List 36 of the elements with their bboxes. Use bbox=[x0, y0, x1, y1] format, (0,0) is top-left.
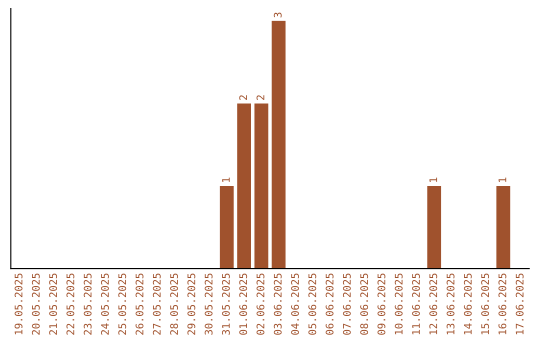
x-tick-label: 08.06.2025 bbox=[360, 274, 368, 335]
x-tick-label: 16.06.2025 bbox=[498, 274, 506, 334]
data-label: 1 bbox=[222, 178, 230, 182]
x-tick-label: 15.06.2025 bbox=[481, 274, 490, 334]
x-tick-label: 13.06.2025 bbox=[446, 274, 454, 334]
data-label: 1 bbox=[429, 178, 438, 182]
x-tick-label: 27.05.2025 bbox=[152, 274, 161, 335]
x-tick-label: 14.06.2025 bbox=[464, 274, 472, 334]
x-tick-label: 28.05.2025 bbox=[170, 274, 178, 335]
x-tick-label: 20.05.2025 bbox=[32, 274, 40, 335]
x-tick-label: 05.06.2025 bbox=[308, 274, 316, 335]
x-tick-label: 03.06.2025 bbox=[274, 274, 282, 335]
x-tick-label: 29.05.2025 bbox=[187, 274, 196, 335]
x-tick-label: 12.06.2025 bbox=[429, 274, 438, 334]
x-tick-label: 02.06.2025 bbox=[256, 274, 264, 335]
data-label: 1 bbox=[498, 178, 506, 182]
x-tick-label: 06.06.2025 bbox=[326, 274, 334, 335]
x-tick-label: 09.06.2025 bbox=[377, 274, 386, 335]
x-tick-label: 24.05.2025 bbox=[101, 274, 109, 335]
x-tick-label: 17.06.2025 bbox=[516, 274, 524, 334]
x-tick-label: 10.06.2025 bbox=[394, 274, 403, 334]
x-tick-label: 23.05.2025 bbox=[84, 274, 92, 335]
data-label: 2 bbox=[256, 95, 264, 100]
x-tick-label: 19.05.2025 bbox=[14, 274, 22, 334]
data-label: 3 bbox=[274, 12, 282, 18]
data-label: 2 bbox=[239, 95, 247, 100]
x-tick-label: 01.06.2025 bbox=[239, 274, 248, 335]
x-tick-label: 26.05.2025 bbox=[136, 274, 144, 335]
x-tick-label: 07.06.2025 bbox=[342, 274, 351, 335]
x-tick-label: 25.05.2025 bbox=[118, 274, 126, 335]
x-tick-label: 30.05.2025 bbox=[204, 274, 213, 335]
x-tick-label: 11.06.2025 bbox=[412, 274, 420, 334]
x-tick-label: 22.05.2025 bbox=[66, 274, 74, 335]
x-tick-label: 21.05.2025 bbox=[49, 274, 58, 335]
x-tick-label: 31.05.2025 bbox=[222, 274, 230, 335]
x-tick-label: 04.06.2025 bbox=[291, 274, 299, 335]
